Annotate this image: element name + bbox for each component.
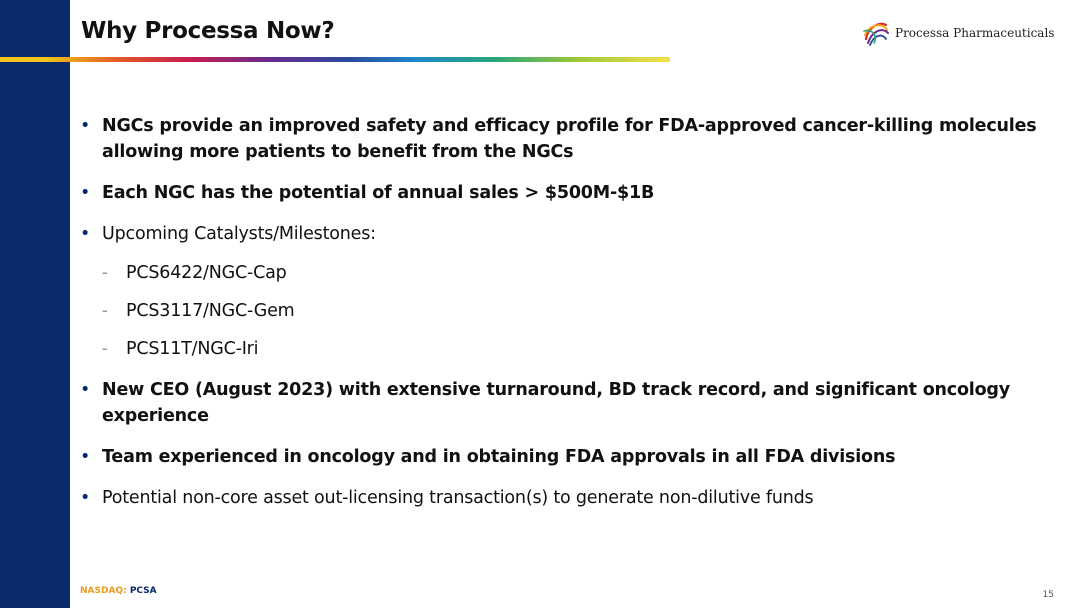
ticker-prefix: NASDAQ: — [80, 586, 127, 596]
nasdaq-ticker: NASDAQ: PCSA — [80, 586, 157, 596]
milestone-item: – PCS11T/NGC-Iri — [80, 336, 1060, 362]
milestone-text: PCS11T/NGC-Iri — [126, 339, 259, 359]
bullet-item: • Each NGC has the potential of annual s… — [80, 180, 1060, 206]
bullet-text: NGCs provide an improved safety and effi… — [102, 116, 1037, 162]
processa-swirl-logo-icon — [863, 22, 889, 46]
milestone-item: – PCS6422/NGC-Cap — [80, 260, 1060, 286]
bullet-text: Team experienced in oncology and in obta… — [102, 447, 896, 467]
dash-icon: – — [102, 304, 108, 317]
bullet-dot-icon: • — [80, 224, 91, 244]
bullet-dot-icon: • — [80, 116, 91, 136]
bullet-item: • Upcoming Catalysts/Milestones: — [80, 221, 1060, 247]
bullet-text: Each NGC has the potential of annual sal… — [102, 183, 655, 203]
title-underline-gradient — [0, 57, 670, 62]
bullet-dot-icon: • — [80, 488, 91, 508]
dash-icon: – — [102, 266, 108, 279]
dash-icon: – — [102, 342, 108, 355]
bullet-item: • Team experienced in oncology and in ob… — [80, 444, 1060, 470]
bullet-item: • New CEO (August 2023) with extensive t… — [80, 377, 1060, 429]
bullet-item: • Potential non-core asset out-licensing… — [80, 485, 1060, 511]
bullet-dot-icon: • — [80, 183, 91, 203]
left-sidebar-bar — [0, 0, 70, 608]
bullet-text: Upcoming Catalysts/Milestones: — [102, 224, 376, 244]
slide-title: Why Processa Now? — [81, 18, 335, 44]
milestone-text: PCS3117/NGC-Gem — [126, 301, 295, 321]
bullet-list: • NGCs provide an improved safety and ef… — [80, 113, 1060, 526]
logo-text: Processa Pharmaceuticals — [895, 26, 1055, 40]
bullet-dot-icon: • — [80, 380, 91, 400]
bullet-text: Potential non-core asset out-licensing t… — [102, 488, 814, 508]
company-logo: Processa Pharmaceuticals — [860, 16, 1054, 50]
page-number: 15 — [1042, 590, 1054, 600]
milestone-item: – PCS3117/NGC-Gem — [80, 298, 1060, 324]
bullet-item: • NGCs provide an improved safety and ef… — [80, 113, 1060, 165]
ticker-symbol: PCSA — [129, 586, 157, 596]
bullet-dot-icon: • — [80, 447, 91, 467]
milestone-text: PCS6422/NGC-Cap — [126, 263, 287, 283]
bullet-text: New CEO (August 2023) with extensive tur… — [102, 380, 1010, 426]
